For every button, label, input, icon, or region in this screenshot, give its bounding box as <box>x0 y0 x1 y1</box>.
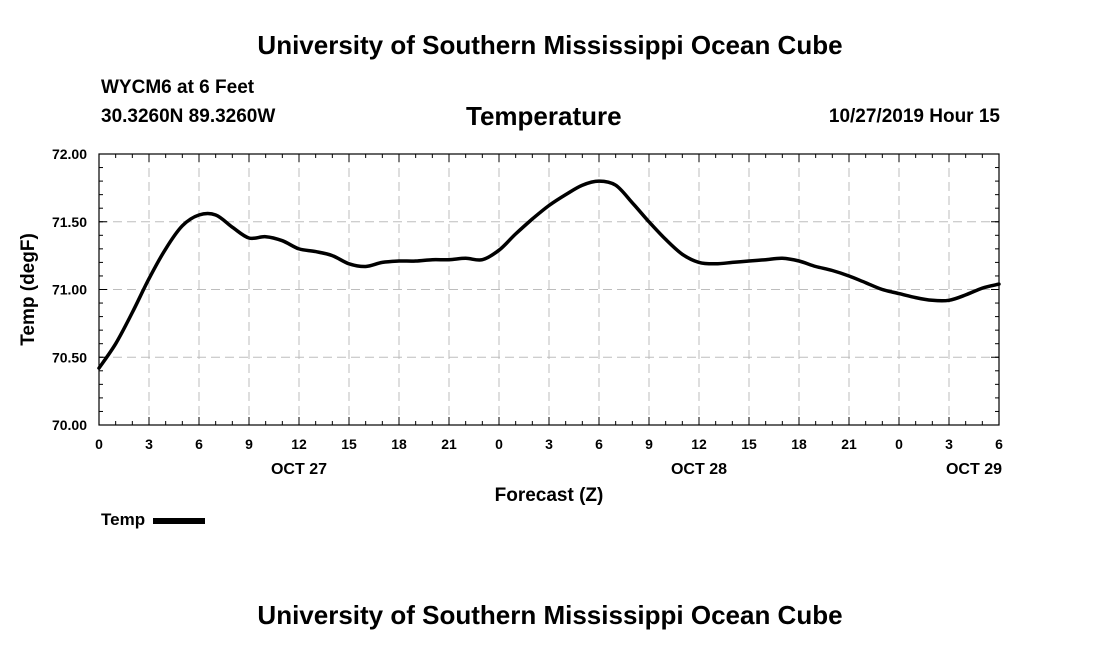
coordinates-label: 30.3260N 89.3260W <box>101 106 276 127</box>
x-tick-label: 15 <box>341 436 357 452</box>
y-tick-label: 70.50 <box>52 349 87 365</box>
y-tick-label: 71.50 <box>52 214 87 230</box>
x-tick-label: 6 <box>195 436 203 452</box>
x-tick-label: 9 <box>245 436 253 452</box>
x-tick-label: 21 <box>841 436 857 452</box>
x-tick-label: 18 <box>391 436 407 452</box>
x-tick-label: 21 <box>441 436 457 452</box>
series-line-temp <box>97 179 1001 370</box>
tick-layer <box>98 153 1000 426</box>
x-tick-label: 0 <box>895 436 903 452</box>
x-date-label: OCT 27 <box>271 461 327 478</box>
x-tick-label: 15 <box>741 436 757 452</box>
legend-label: Temp <box>101 510 146 529</box>
y-tick-label: 71.00 <box>52 282 87 298</box>
x-tick-label: 0 <box>95 436 103 452</box>
legend: Temp <box>101 510 206 530</box>
chart-top-title: University of Southern Mississippi Ocean… <box>257 30 843 60</box>
plot-frame <box>98 153 1000 426</box>
datetime-label: 10/27/2019 Hour 15 <box>828 106 1000 127</box>
x-tick-label: 9 <box>645 436 653 452</box>
y-axis-title: Temp (degF) <box>18 233 39 346</box>
y-tick-label: 72.00 <box>52 146 87 162</box>
x-tick-label: 6 <box>595 436 603 452</box>
y-tick-label: 70.00 <box>52 417 87 433</box>
chart-bottom-title: University of Southern Mississippi Ocean… <box>257 600 843 630</box>
station-label: WYCM6 at 6 Feet <box>101 77 255 98</box>
x-axis-title: Forecast (Z) <box>495 485 604 506</box>
x-tick-label: 18 <box>791 436 807 452</box>
x-date-label: OCT 28 <box>671 461 727 478</box>
x-tick-label: 3 <box>545 436 553 452</box>
x-tick-label: 12 <box>291 436 307 452</box>
x-tick-label: 3 <box>145 436 153 452</box>
x-date-label: OCT 29 <box>946 461 1002 478</box>
x-tick-label: 6 <box>995 436 1003 452</box>
x-tick-label: 3 <box>945 436 953 452</box>
x-tick-label: 0 <box>495 436 503 452</box>
x-tick-label: 12 <box>691 436 707 452</box>
grid-layer <box>99 154 999 425</box>
variable-title: Temperature <box>466 101 622 131</box>
label-layer: 70.00 70.50 71.00 71.50 72.00 0 3 6 9 12 15 18 21 0 3 6… <box>52 146 1003 478</box>
legend-swatch <box>153 518 206 524</box>
